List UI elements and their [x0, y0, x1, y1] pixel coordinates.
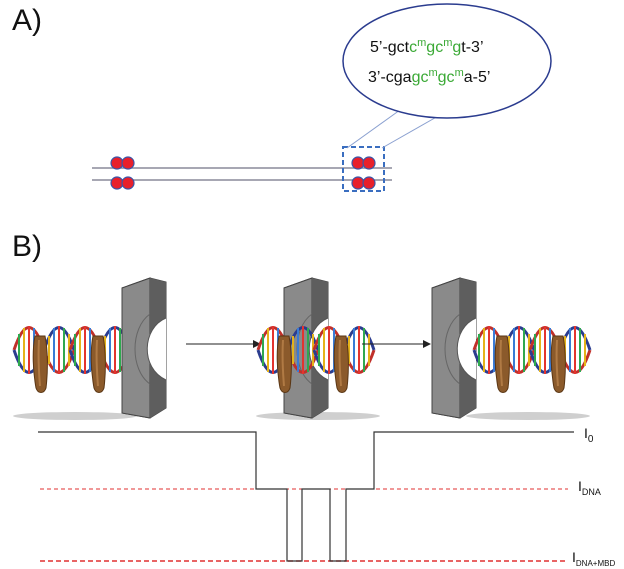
ground-shadow-1 — [13, 412, 137, 420]
level-label-idna: IDNA — [578, 478, 601, 497]
sequence-bottom-strand: 3’-cgagcmgcma-5’ — [368, 67, 490, 86]
sequence-segment: 3’-cga — [368, 69, 412, 86]
methylated-base: m — [455, 67, 464, 79]
ground-shadow-3 — [466, 412, 590, 420]
nanopore-icon — [431, 277, 477, 419]
panel-b-label: B) — [12, 230, 42, 263]
methylated-base: gc — [426, 39, 443, 56]
sequence-top-strand: 5’-gctcmgcmgt-3’ — [370, 37, 484, 56]
methylated-base: m — [417, 37, 426, 49]
sequence-segment: a-5’ — [464, 69, 491, 86]
callout-connector-left — [346, 109, 401, 149]
methylated-base: g — [452, 39, 461, 56]
methylated-base: m — [428, 67, 437, 79]
nanopore-icon — [121, 277, 167, 419]
dna-helix-icon — [12, 324, 132, 376]
methyl-site-dashed-box — [342, 146, 385, 192]
methylated-base: gc — [438, 69, 455, 86]
methylated-base: gc — [412, 69, 429, 86]
methyl-beads-left — [110, 156, 135, 190]
callout-connector-right — [381, 114, 441, 149]
sequence-callout-bubble — [342, 3, 552, 119]
methylated-base: c — [409, 39, 417, 56]
methyl-beads-right — [351, 156, 376, 190]
sequence-segment: t-3’ — [461, 39, 483, 56]
ionic-current-trace — [38, 431, 574, 562]
level-label-i0: I0 — [584, 425, 594, 445]
level-label-idna-mbd: IDNA+MBD — [572, 549, 615, 568]
dna-helix-icon — [472, 324, 592, 376]
panel-a-label: A) — [12, 4, 42, 37]
methyl-binding-protein-icon — [494, 335, 567, 394]
methylated-base: m — [443, 37, 452, 49]
sequence-segment: 5’-gct — [370, 39, 410, 56]
